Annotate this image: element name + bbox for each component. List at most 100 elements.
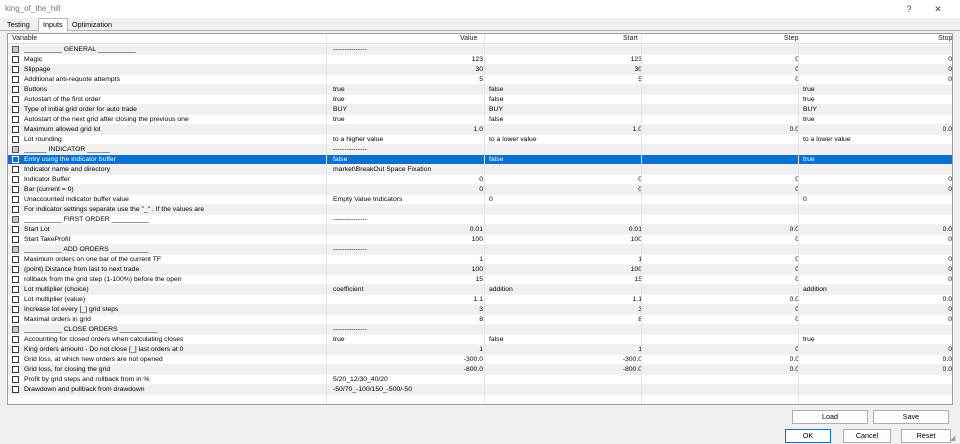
start-cell[interactable]: 0 (638, 186, 642, 193)
stop-cell[interactable]: true (803, 336, 815, 343)
parameter-row[interactable]: Unaccounted indicator buffer value Empty … (8, 195, 952, 205)
stop-cell[interactable]: 0.0 (942, 366, 952, 373)
parameter-row[interactable]: Indicator name and directory market\Break… (8, 165, 952, 175)
step-cell[interactable]: 0 (795, 316, 799, 323)
step-cell[interactable]: 0.0 (789, 356, 799, 363)
parameter-row[interactable]: Lot multiplier (value) 1.1 1.1 0.0 0.0 (8, 295, 952, 305)
stop-cell[interactable]: true (803, 156, 815, 163)
step-cell[interactable]: 0 (795, 306, 799, 313)
value-cell[interactable]: 1.0 (473, 126, 483, 133)
value-cell[interactable]: 1 (479, 346, 483, 353)
optimize-checkbox[interactable] (12, 326, 19, 333)
step-cell[interactable]: 0 (795, 56, 799, 63)
optimize-checkbox[interactable] (12, 226, 19, 233)
step-cell[interactable]: 0 (795, 66, 799, 73)
step-cell[interactable]: 0 (795, 76, 799, 83)
value-cell[interactable]: true (333, 116, 345, 123)
optimize-checkbox[interactable] (12, 286, 19, 293)
reset-button[interactable]: Reset (901, 429, 951, 443)
stop-cell[interactable]: 0.0 (942, 296, 952, 303)
parameter-row[interactable]: King orders amount - Do not close [_] la… (8, 345, 952, 355)
value-cell[interactable]: market\BreakOut Space Fixation (333, 166, 432, 173)
step-cell[interactable]: 0 (795, 186, 799, 193)
value-cell[interactable]: 100 (471, 266, 483, 273)
value-cell[interactable]: 8 (479, 316, 483, 323)
optimize-checkbox[interactable] (12, 356, 19, 363)
stop-cell[interactable]: 0 (948, 66, 952, 73)
start-cell[interactable]: false (489, 156, 504, 163)
section-row[interactable]: __________ GENERAL __________ -----------… (8, 45, 952, 55)
start-cell[interactable]: 8 (638, 316, 642, 323)
cancel-button[interactable]: Cancel (843, 429, 891, 443)
column-start[interactable]: Start (623, 35, 638, 42)
start-cell[interactable]: false (489, 86, 504, 93)
value-cell[interactable]: coefficient (333, 286, 364, 293)
parameter-row[interactable]: Buttons true false true (8, 85, 952, 95)
stop-cell[interactable]: true (803, 116, 815, 123)
value-cell[interactable]: true (333, 86, 345, 93)
step-cell[interactable]: 0 (795, 256, 799, 263)
step-cell[interactable]: 0 (795, 266, 799, 273)
parameter-row[interactable]: Entry using the indicator buffer false fal… (8, 155, 952, 165)
parameter-row[interactable]: Lot rounding to a higher value to a lower … (8, 135, 952, 145)
ok-button[interactable]: OK (785, 429, 831, 443)
step-cell[interactable]: 0.0 (789, 226, 799, 233)
start-cell[interactable]: 5 (638, 76, 642, 83)
stop-cell[interactable]: 0 (948, 306, 952, 313)
value-cell[interactable]: --------------- (333, 326, 367, 333)
step-cell[interactable]: 0 (795, 176, 799, 183)
start-cell[interactable]: 123 (630, 56, 642, 63)
stop-cell[interactable]: 0 (948, 236, 952, 243)
tab-optimization[interactable]: Optimization (72, 20, 112, 29)
column-variable[interactable]: Variable (12, 35, 38, 42)
stop-cell[interactable]: 0 (948, 56, 952, 63)
optimize-checkbox[interactable] (12, 306, 19, 313)
parameter-row[interactable]: Maximum allowed grid lot 1.0 1.0 0.0 0.0 (8, 125, 952, 135)
parameter-row[interactable]: Lot multiplier (choice) coefficient additi… (8, 285, 952, 295)
stop-cell[interactable]: 0 (948, 276, 952, 283)
value-cell[interactable]: --------------- (333, 46, 367, 53)
section-row[interactable]: __________ ADD ORDERS __________ --------… (8, 245, 952, 255)
start-cell[interactable]: 3 (638, 306, 642, 313)
optimize-checkbox[interactable] (12, 336, 19, 343)
start-cell[interactable]: 0.01 (628, 226, 642, 233)
start-cell[interactable]: 1.0 (632, 126, 642, 133)
optimize-checkbox[interactable] (12, 246, 19, 253)
value-cell[interactable]: -50/70_-100/150_-500/-50 (333, 386, 412, 393)
optimize-checkbox[interactable] (12, 346, 19, 353)
optimize-checkbox[interactable] (12, 186, 19, 193)
start-cell[interactable]: 0 (638, 176, 642, 183)
optimize-checkbox[interactable] (12, 66, 19, 73)
section-row[interactable]: __________ CLOSE ORDERS __________ ------… (8, 325, 952, 335)
parameter-row[interactable]: Grid loss, for closing the grid -800.0 -80… (8, 365, 952, 375)
parameter-row[interactable]: Additional anti-requote attempts 5 5 0 0 (8, 75, 952, 85)
stop-cell[interactable]: 0.0 (942, 356, 952, 363)
value-cell[interactable]: false (333, 156, 348, 163)
parameter-row[interactable]: Indicator Buffer 0 0 0 0 (8, 175, 952, 185)
step-cell[interactable]: 0.0 (789, 366, 799, 373)
value-cell[interactable]: -800.0 (463, 366, 483, 373)
stop-cell[interactable]: 0 (948, 316, 952, 323)
parameter-row[interactable]: Increase lot every [_] grid steps 3 3 0 0 (8, 305, 952, 315)
parameter-row[interactable]: Type of initial grid order for auto trad… (8, 105, 952, 115)
parameter-row[interactable]: (point) Distance from last to next trade… (8, 265, 952, 275)
start-cell[interactable]: -800.0 (622, 366, 642, 373)
step-cell[interactable]: 0 (795, 346, 799, 353)
stop-cell[interactable]: 0 (948, 76, 952, 83)
stop-cell[interactable]: 0 (948, 256, 952, 263)
start-cell[interactable]: addition (489, 286, 513, 293)
column-stop[interactable]: Stop (938, 35, 953, 42)
value-cell[interactable]: --------------- (333, 216, 367, 223)
optimize-checkbox[interactable] (12, 86, 19, 93)
parameter-row[interactable]: Maximum orders on one bar of the current… (8, 255, 952, 265)
optimize-checkbox[interactable] (12, 106, 19, 113)
value-cell[interactable]: BUY (333, 106, 347, 113)
step-cell[interactable]: 0 (795, 276, 799, 283)
stop-cell[interactable]: 0 (948, 176, 952, 183)
value-cell[interactable]: 0 (479, 176, 483, 183)
column-value[interactable]: Value (460, 35, 478, 42)
optimize-checkbox[interactable] (12, 126, 19, 133)
start-cell[interactable]: 100 (630, 236, 642, 243)
parameter-row[interactable]: Start Lot 0.01 0.01 0.0 0.0 (8, 225, 952, 235)
parameter-row[interactable]: Maximal orders in grid 8 8 0 0 (8, 315, 952, 325)
